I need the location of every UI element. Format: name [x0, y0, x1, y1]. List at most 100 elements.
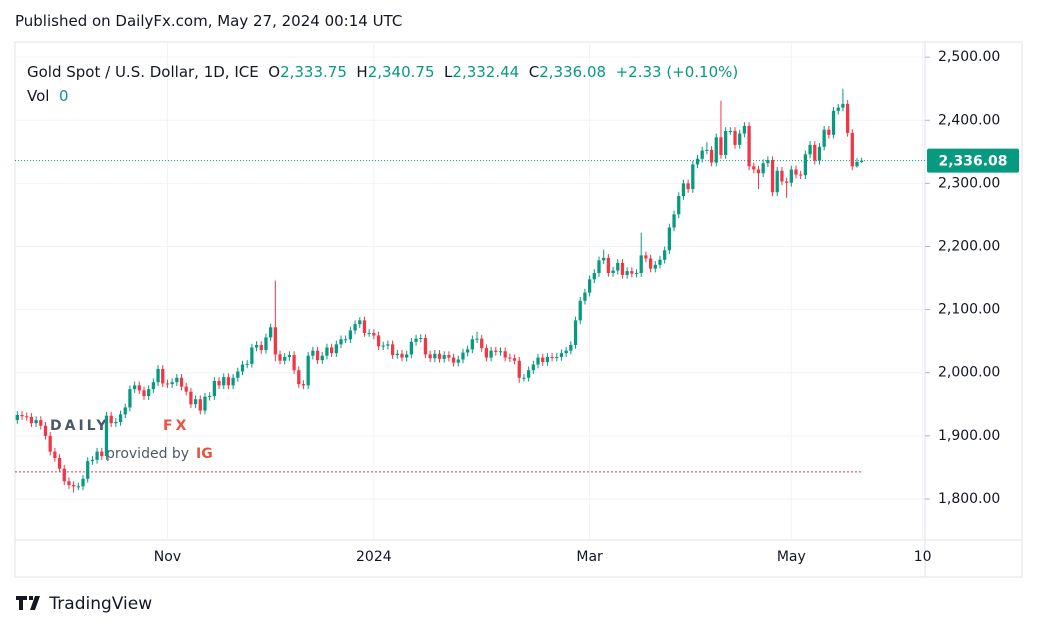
- candle-body: [184, 386, 188, 392]
- candle-body: [433, 353, 437, 359]
- candle-body: [512, 358, 517, 361]
- candle-body: [208, 396, 212, 398]
- candle-body: [287, 355, 292, 357]
- candle-body: [320, 355, 324, 361]
- candle-body: [860, 160, 864, 163]
- candle-body: [592, 273, 596, 280]
- candle-body: [447, 355, 451, 358]
- candle-body: [179, 377, 184, 387]
- watermark-daily: DAILY: [50, 418, 110, 434]
- candle-body: [784, 181, 789, 183]
- candle-body: [48, 435, 52, 452]
- candle-body: [414, 338, 418, 342]
- x-tick-label: Mar: [576, 549, 603, 565]
- watermark: DAILY FX provided by IG: [50, 418, 213, 462]
- candle-body: [254, 344, 259, 348]
- candle-body: [362, 320, 367, 333]
- candle-body: [799, 174, 803, 176]
- last-price-tag: [927, 148, 1019, 173]
- last-price-label: 2,336.08: [938, 154, 1007, 170]
- watermark-fx: FX: [163, 418, 189, 434]
- brand-text: TradingView: [49, 594, 153, 614]
- candle-body: [67, 481, 71, 486]
- candle-body: [663, 250, 667, 260]
- candle-body: [193, 399, 198, 405]
- candle-body: [245, 363, 249, 365]
- candle-body: [269, 327, 273, 338]
- candle-body: [752, 166, 756, 170]
- candle-body: [522, 377, 526, 379]
- candle-body: [569, 344, 573, 351]
- candle-body: [198, 399, 202, 411]
- candle-body: [15, 415, 19, 421]
- candle-body: [498, 351, 503, 353]
- candle-body: [409, 341, 414, 355]
- candle-body: [508, 357, 512, 359]
- candle-body: [376, 335, 381, 347]
- candle-body: [475, 338, 479, 340]
- candle-body: [100, 451, 104, 457]
- candle-body: [489, 350, 493, 358]
- watermark-ig: IG: [196, 446, 213, 462]
- candle-body: [81, 478, 85, 487]
- candle-body: [738, 133, 742, 145]
- candle-body: [705, 149, 709, 151]
- vol-line: Vol 0: [27, 80, 738, 112]
- candle-body: [423, 338, 428, 355]
- candle-body: [306, 355, 310, 386]
- candle-body: [653, 264, 657, 269]
- candle-body: [390, 344, 395, 356]
- candle-body: [104, 415, 109, 457]
- candle-body: [217, 380, 221, 386]
- vol: Vol: [27, 87, 50, 105]
- candle-body: [273, 327, 277, 355]
- candle-body: [770, 160, 775, 193]
- candle-body: [817, 146, 822, 161]
- candle-body: [733, 130, 737, 145]
- candle-body: [611, 270, 615, 274]
- candle-body: [606, 257, 611, 274]
- candle-body: [428, 354, 432, 359]
- legend-line: Gold Spot / U.S. Dollar, 1D, ICE O2,333.…: [27, 56, 738, 88]
- candle-body: [372, 332, 376, 336]
- candle-body: [240, 364, 245, 372]
- candle-body: [170, 382, 174, 385]
- candle-body: [850, 132, 854, 167]
- candle-body: [658, 259, 662, 265]
- candle-body: [367, 332, 371, 334]
- candle-body: [541, 357, 545, 363]
- candle-body: [545, 356, 550, 363]
- candle-body: [456, 359, 460, 363]
- candle-body: [90, 459, 95, 462]
- candle-body: [39, 420, 43, 426]
- x-tick-label: 2024: [356, 549, 392, 565]
- c-value: 2,336.08: [539, 63, 607, 81]
- candle-body: [681, 183, 686, 197]
- candle-body: [43, 425, 48, 436]
- candle-body: [550, 356, 554, 358]
- candle-body: [620, 262, 625, 275]
- candle-body: [118, 414, 123, 422]
- y-tick-label: 1,800.00: [938, 491, 1000, 507]
- h-value: 2,340.75: [367, 63, 435, 81]
- candle-body: [161, 368, 165, 384]
- y-tick-label: 2,300.00: [938, 175, 1000, 191]
- candle-body: [86, 461, 90, 479]
- candle-body: [630, 271, 634, 274]
- candle-body: [231, 377, 235, 386]
- candle-body: [466, 349, 470, 353]
- candle-body: [602, 257, 606, 261]
- candle-body: [329, 347, 334, 354]
- candle-body: [301, 384, 306, 386]
- candle-body: [203, 396, 207, 411]
- candle-body: [667, 227, 671, 251]
- candle-body: [672, 214, 676, 228]
- c: C: [528, 63, 540, 81]
- candle-body: [822, 129, 826, 147]
- candle-body: [147, 389, 151, 397]
- candle-body: [437, 353, 442, 359]
- candle-body: [123, 407, 127, 415]
- y-tick-label: 2,500.00: [938, 49, 1000, 65]
- candle-body: [57, 457, 62, 469]
- candle-body: [109, 415, 113, 424]
